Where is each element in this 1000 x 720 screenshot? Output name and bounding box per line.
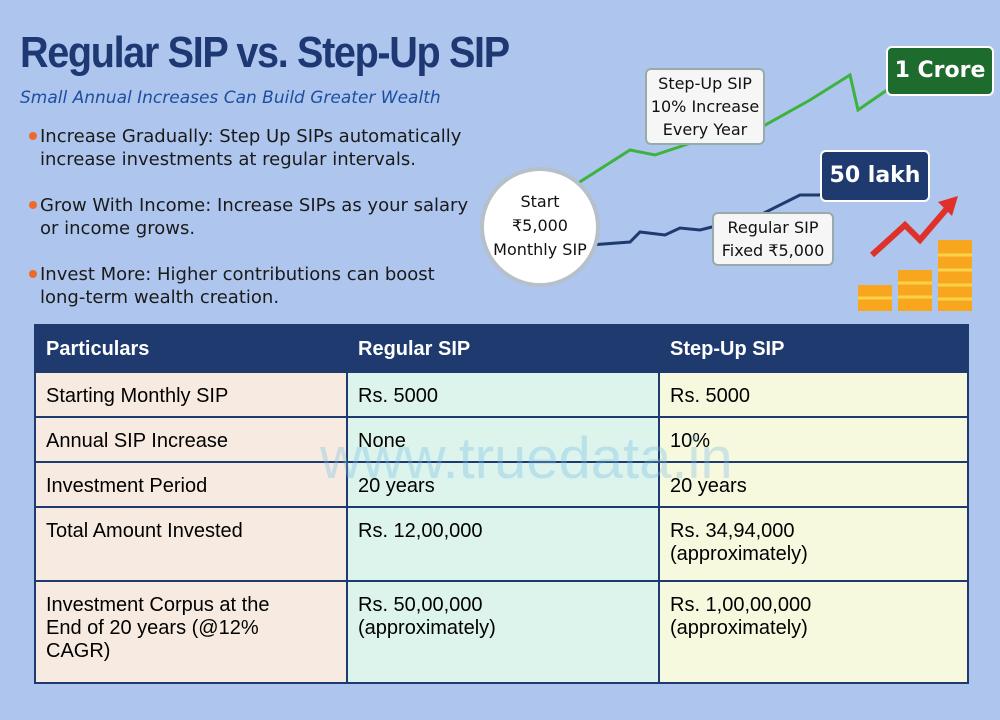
- diagram-lines: [480, 72, 972, 311]
- cell: Starting Monthly SIP: [34, 371, 348, 418]
- header-cell: Regular SIP: [346, 324, 660, 373]
- header-cell: Step-Up SIP: [658, 324, 969, 373]
- row: Investment Period 20 years 20 years: [34, 461, 969, 508]
- header-cell: Particulars: [34, 324, 348, 373]
- cell: 20 years: [346, 461, 660, 508]
- cell: Annual SIP Increase: [34, 416, 348, 463]
- comparison-table: Particulars Regular SIP Step-Up SIP Starti…: [34, 324, 969, 684]
- cell: 20 years: [658, 461, 969, 508]
- title: Regular SIP vs. Step-Up SIP: [20, 28, 510, 77]
- cell: None: [346, 416, 660, 463]
- cell: Rs. 34,94,000 (approximately): [658, 506, 969, 582]
- cell: 10%: [658, 416, 969, 463]
- arrow-head: [938, 196, 958, 216]
- cell: Investment Corpus at the End of 20 years…: [34, 580, 348, 684]
- stepup-result: 1 Crore: [886, 46, 994, 96]
- header-row: Particulars Regular SIP Step-Up SIP: [34, 324, 969, 373]
- regular-callout: Regular SIP Fixed ₹5,000: [712, 212, 834, 266]
- bullet: Invest More: Higher contributions can bo…: [29, 263, 435, 309]
- cell: Rs. 50,00,000 (approximately): [346, 580, 660, 684]
- cell: Rs. 1,00,00,000 (approximately): [658, 580, 969, 684]
- stepup-callout: Step-Up SIP 10% Increase Every Year: [645, 68, 765, 145]
- bullet-text: Increase Gradually: Step Up SIPs automat…: [40, 126, 462, 170]
- cell: Rs. 5000: [658, 371, 969, 418]
- cell: Total Amount Invested: [34, 506, 348, 582]
- subtitle: Small Annual Increases Can Build Greater…: [20, 88, 441, 108]
- cell: Rs. 5000: [346, 371, 660, 418]
- row: Annual SIP Increase None 10%: [34, 416, 969, 463]
- arrow: [869, 203, 953, 258]
- bullet-text: Grow With Income: Increase SIPs as your …: [40, 195, 469, 239]
- coins: [858, 240, 972, 311]
- row: Investment Corpus at the End of 20 years…: [34, 580, 969, 684]
- cell: Rs. 12,00,000: [346, 506, 660, 582]
- regular-result: 50 lakh: [820, 150, 930, 202]
- row: Total Amount Invested Rs. 12,00,000 Rs. 34…: [34, 506, 969, 582]
- bullet: Increase Gradually: Step Up SIPs automat…: [29, 125, 462, 171]
- start-circle: [480, 167, 600, 287]
- bullet: Grow With Income: Increase SIPs as your …: [29, 194, 469, 240]
- watermark: www.truedata.in: [320, 426, 733, 491]
- cell: Investment Period: [34, 461, 348, 508]
- regular-line: [589, 178, 837, 247]
- row: Starting Monthly SIP Rs. 5000 Rs. 5000: [34, 371, 969, 418]
- bullet-text: Invest More: Higher contributions can bo…: [40, 264, 435, 308]
- start-label: Start ₹5,000 Monthly SIP: [493, 192, 587, 259]
